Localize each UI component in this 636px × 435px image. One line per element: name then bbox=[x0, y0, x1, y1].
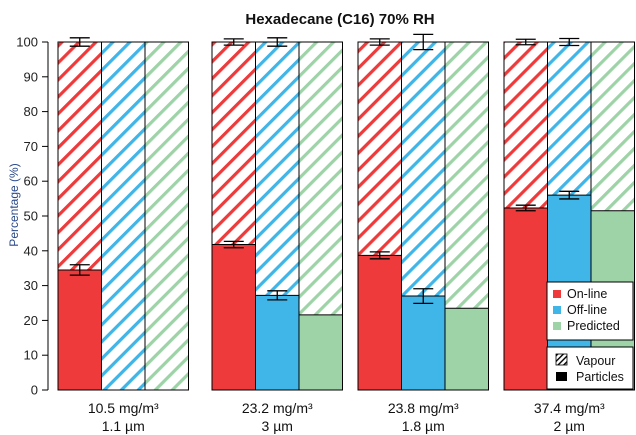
particles-bar bbox=[58, 269, 102, 390]
particles-error-bar bbox=[413, 288, 434, 304]
y-tick-label: 80 bbox=[24, 104, 38, 119]
vapour-bar bbox=[504, 42, 548, 208]
particles-bar bbox=[504, 207, 548, 390]
vapour-error-bar bbox=[515, 38, 536, 46]
particles-bar bbox=[445, 308, 489, 390]
particles-error-bar bbox=[69, 264, 90, 276]
legend-label: Particles bbox=[576, 370, 624, 384]
legend-swatch bbox=[553, 322, 561, 330]
group-frame bbox=[57, 41, 189, 391]
category-label-size: 1.8 µm bbox=[402, 418, 445, 434]
category-label-concentration: 23.8 mg/m³ bbox=[388, 400, 459, 416]
vapour-bar bbox=[358, 42, 402, 256]
vapour-error-bar bbox=[369, 38, 390, 46]
vapour-bar bbox=[299, 42, 343, 315]
vapour-error-bar bbox=[69, 37, 90, 47]
vapour-bar bbox=[255, 42, 299, 296]
legend-label: Off-line bbox=[567, 303, 607, 317]
y-axis-label: Percentage (%) bbox=[7, 163, 21, 246]
particles-bar bbox=[401, 296, 445, 390]
vapour-error-bar bbox=[223, 38, 244, 46]
legend-swatch bbox=[553, 306, 561, 314]
particles-bar bbox=[358, 255, 402, 390]
vapour-bar bbox=[145, 42, 189, 390]
particles-bar bbox=[212, 244, 256, 390]
category-label-size: 1.1 µm bbox=[102, 418, 145, 434]
vapour-error-bar bbox=[559, 37, 580, 47]
y-tick-label: 60 bbox=[24, 174, 38, 189]
category-label-concentration: 10.5 mg/m³ bbox=[88, 400, 159, 416]
legend: On-line Off-line Predicted Vapour Particles bbox=[546, 281, 634, 390]
particles-bar bbox=[299, 314, 343, 390]
category-label-size: 2 µm bbox=[554, 418, 585, 434]
vapour-bar bbox=[58, 42, 102, 270]
y-tick-label: 50 bbox=[24, 209, 38, 224]
category-label-size: 3 µm bbox=[262, 418, 293, 434]
legend-label: Predicted bbox=[567, 319, 620, 333]
chart-title: Hexadecane (C16) 70% RH bbox=[245, 11, 434, 28]
particles-error-bar bbox=[267, 290, 288, 301]
vapour-bar bbox=[547, 42, 591, 196]
particles-error-bar bbox=[223, 240, 244, 249]
y-tick-label: 20 bbox=[24, 313, 38, 328]
vapour-error-bar bbox=[413, 33, 434, 51]
vapour-bar bbox=[591, 42, 635, 211]
category-label-concentration: 37.4 mg/m³ bbox=[534, 400, 605, 416]
particles-error-bar bbox=[515, 204, 536, 212]
legend-particles-swatch bbox=[556, 372, 567, 381]
particles-error-bar bbox=[559, 190, 580, 200]
legend-vapour-swatch bbox=[555, 353, 568, 366]
y-tick-label: 100 bbox=[16, 35, 38, 50]
particles-bar bbox=[255, 295, 299, 390]
y-tick-label: 30 bbox=[24, 278, 38, 293]
vapour-bar bbox=[101, 42, 145, 390]
category-label-concentration: 23.2 mg/m³ bbox=[242, 400, 313, 416]
vapour-error-bar bbox=[267, 37, 288, 47]
legend-swatch bbox=[553, 290, 561, 298]
vapour-bar bbox=[401, 42, 445, 297]
vapour-bar bbox=[212, 42, 256, 245]
y-tick-label: 10 bbox=[24, 348, 38, 363]
vapour-bar bbox=[445, 42, 489, 309]
legend-label: Vapour bbox=[576, 354, 615, 368]
y-tick-label: 0 bbox=[31, 383, 38, 398]
legend-label: On-line bbox=[567, 287, 607, 301]
y-tick-label: 90 bbox=[24, 69, 38, 84]
y-tick-label: 40 bbox=[24, 243, 38, 258]
legend-box bbox=[546, 281, 634, 341]
particles-error-bar bbox=[369, 251, 390, 260]
y-tick-label: 70 bbox=[24, 139, 38, 154]
